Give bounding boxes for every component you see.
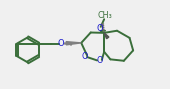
Polygon shape — [104, 33, 109, 39]
Text: O: O — [58, 39, 64, 48]
Text: CH₃: CH₃ — [98, 11, 112, 20]
Polygon shape — [66, 42, 81, 45]
Text: O: O — [81, 52, 88, 61]
Text: O: O — [97, 56, 103, 65]
Text: O: O — [96, 24, 103, 33]
